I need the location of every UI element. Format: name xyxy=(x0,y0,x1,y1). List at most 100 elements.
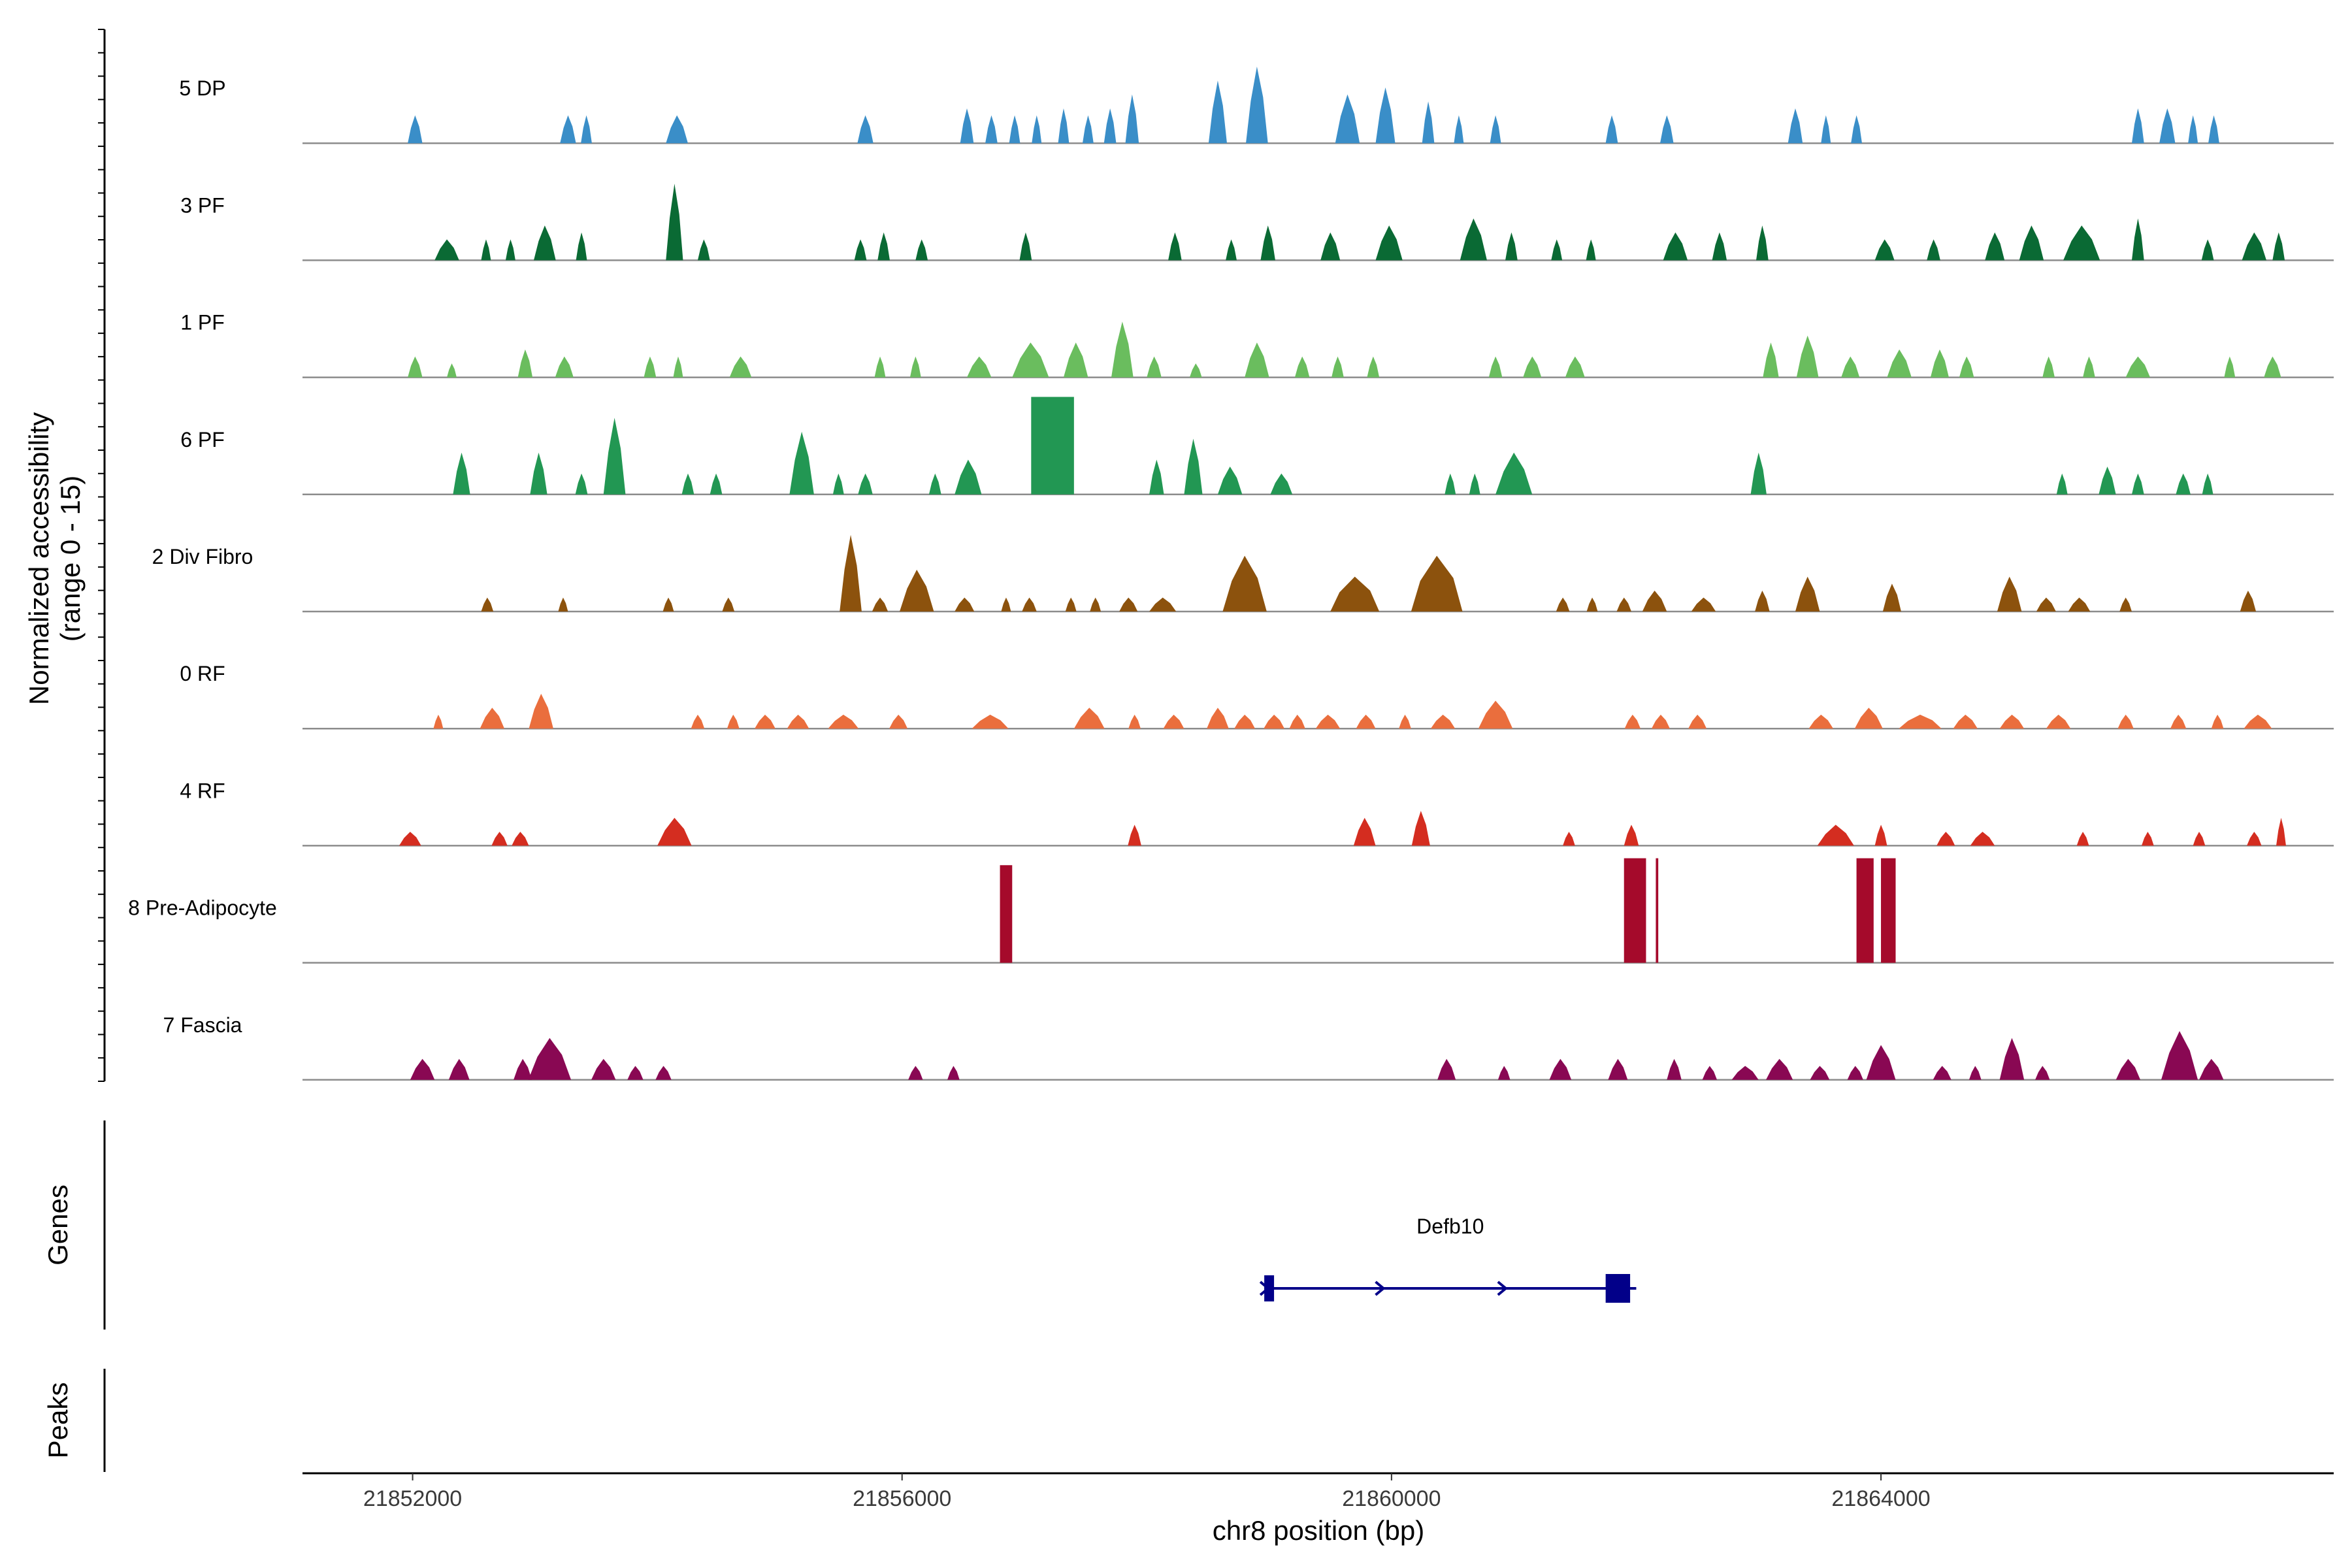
coverage-peak xyxy=(1841,356,1860,378)
coverage-peak xyxy=(1882,583,1901,612)
coverage-peak xyxy=(1605,115,1618,144)
coverage-peak xyxy=(2056,473,2068,495)
coverage-peak xyxy=(1930,349,1949,378)
coverage-peak xyxy=(1353,817,1376,846)
coverage-peak xyxy=(1856,858,1874,963)
track-label: 4 RF xyxy=(180,779,225,802)
coverage-peak xyxy=(915,239,928,261)
coverage-peak xyxy=(1999,714,2025,729)
coverage-peak xyxy=(1936,832,1955,846)
x-tick-label: 21852000 xyxy=(363,1486,462,1511)
coverage-peak xyxy=(1103,108,1117,144)
coverage-peak xyxy=(908,1066,923,1080)
coverage-peak xyxy=(1119,597,1138,612)
track-3-pf: 3 PF xyxy=(180,184,2334,261)
coverage-peak xyxy=(1460,218,1487,261)
gene-exon xyxy=(1605,1274,1631,1303)
strand-arrow-icon xyxy=(1497,1281,1508,1296)
coverage-peak xyxy=(1128,714,1141,729)
coverage-peak xyxy=(575,473,588,495)
coverage-peak xyxy=(1847,1066,1863,1080)
track-label: 0 RF xyxy=(180,662,225,685)
coverage-peak xyxy=(662,597,674,612)
coverage-peak xyxy=(1874,239,1895,261)
coverage-peak xyxy=(1289,714,1305,729)
coverage-peak xyxy=(1795,576,1820,612)
strand-arrow-icon xyxy=(1259,1281,1271,1296)
coverage-peak xyxy=(787,714,809,729)
coverage-peak xyxy=(1090,597,1102,612)
coverage-peak xyxy=(1854,708,1883,729)
coverage-peak xyxy=(1454,115,1464,144)
coverage-peak xyxy=(2201,239,2214,261)
coverage-peak xyxy=(1551,239,1563,261)
coverage-peak xyxy=(581,115,592,144)
coverage-peak xyxy=(1430,714,1456,729)
coverage-peak xyxy=(2115,1058,2141,1080)
coverage-peak xyxy=(2141,832,2154,846)
coverage-peak xyxy=(710,473,723,495)
coverage-peak xyxy=(874,356,886,378)
gene-defb10: Defb10 xyxy=(1259,1215,1637,1303)
coverage-peak xyxy=(644,356,657,378)
coverage-peak xyxy=(2042,356,2055,378)
coverage-peak xyxy=(1750,452,1767,495)
track-4-rf: 4 RF xyxy=(180,779,2334,847)
coverage-peak xyxy=(1073,708,1105,729)
coverage-peak xyxy=(555,356,574,378)
coverage-peak xyxy=(1624,825,1639,846)
coverage-peak xyxy=(1712,232,1727,261)
coverage-peak xyxy=(410,1058,435,1080)
coverage-peak xyxy=(1821,115,1831,144)
coverage-peak xyxy=(1624,714,1641,729)
coverage-peak xyxy=(1320,232,1341,261)
coverage-peak xyxy=(1796,335,1819,378)
coverage-peak xyxy=(1245,342,1269,378)
coverage-peak xyxy=(447,363,457,378)
coverage-peak xyxy=(1563,832,1575,846)
coverage-peak xyxy=(433,714,444,729)
coverage-peak xyxy=(1656,858,1659,963)
coverage-peak xyxy=(1411,555,1463,612)
coverage-peak xyxy=(1331,356,1344,378)
track-6-pf: 6 PF xyxy=(180,397,2334,496)
x-tick-label: 21860000 xyxy=(1342,1486,1441,1511)
coverage-peak xyxy=(1565,356,1585,378)
track-7-fascia: 7 Fascia xyxy=(163,1013,2334,1081)
coverage-peak xyxy=(840,534,862,612)
strand-arrow-icon xyxy=(1375,1281,1386,1296)
x-tick-label: 21864000 xyxy=(1831,1486,1930,1511)
coverage-peak xyxy=(955,597,975,612)
coverage-peak xyxy=(1755,591,1770,612)
coverage-peak xyxy=(2068,597,2091,612)
peaks-track-label: Peaks xyxy=(42,1382,73,1459)
coverage-peak xyxy=(909,356,921,378)
coverage-peak xyxy=(2240,591,2257,612)
coverage-peak xyxy=(960,108,974,144)
coverage-peak xyxy=(1399,714,1411,729)
coverage-peak xyxy=(899,570,934,612)
coverage-peak xyxy=(1927,239,1940,261)
coverage-peak xyxy=(528,1037,572,1080)
coverage-peak xyxy=(1149,597,1177,612)
coverage-peak xyxy=(512,832,529,846)
coverage-peak xyxy=(1663,232,1688,261)
coverage-peak xyxy=(2208,115,2219,144)
coverage-peak xyxy=(2119,597,2132,612)
coverage-peak xyxy=(2276,817,2286,846)
coverage-peak xyxy=(2117,714,2134,729)
coverage-peak xyxy=(1899,714,1942,729)
coverage-peak xyxy=(1549,1058,1572,1080)
coverage-peak xyxy=(729,356,752,378)
coverage-peak xyxy=(1959,356,1974,378)
coverage-peak xyxy=(666,184,683,261)
coverage-peak xyxy=(1207,708,1229,729)
coverage-peak xyxy=(2193,832,2206,846)
coverage-peak xyxy=(857,115,874,144)
coverage-peak xyxy=(2099,466,2116,495)
coverage-peak xyxy=(854,239,867,261)
track-2-div-fibro: 2 Div Fibro xyxy=(152,534,2334,613)
track-label: 3 PF xyxy=(180,193,225,217)
coverage-peak xyxy=(1817,825,1854,846)
coverage-peak xyxy=(1294,356,1310,378)
